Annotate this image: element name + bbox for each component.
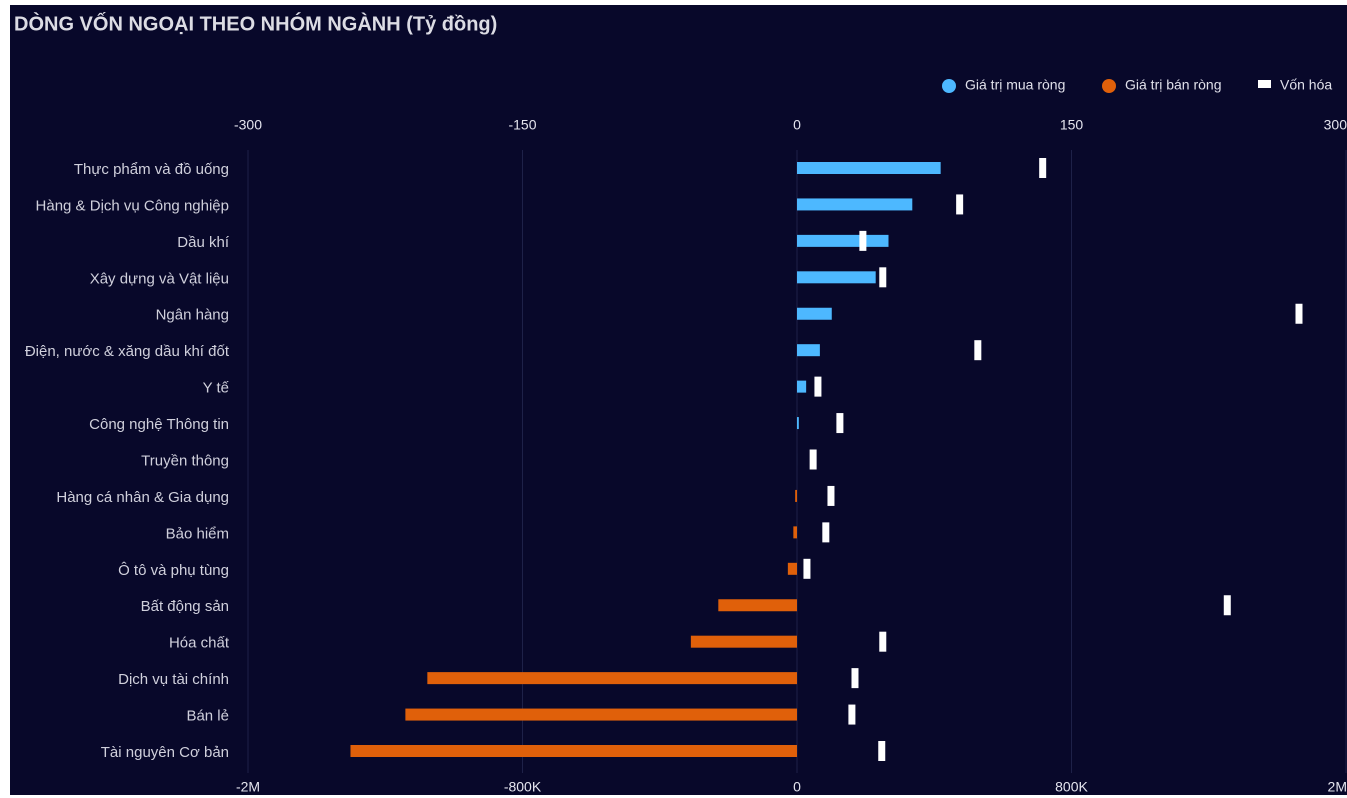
cap-marker <box>851 668 859 689</box>
x-tick-label: -150 <box>508 117 536 133</box>
cap-marker <box>848 704 856 725</box>
category-label: Y tế <box>203 380 230 397</box>
bar <box>427 672 797 685</box>
bar <box>797 234 889 247</box>
cap-marker <box>879 631 887 652</box>
legend-swatch <box>1258 80 1271 88</box>
bar <box>795 489 797 502</box>
legend-label: Giá trị bán ròng <box>1125 77 1222 93</box>
category-label: Truyền thông <box>141 452 229 469</box>
cap-marker <box>836 413 844 434</box>
cap-marker <box>822 522 830 543</box>
category-label: Xây dựng và Vật liệu <box>90 270 229 287</box>
category-label: Công nghệ Thông tin <box>89 416 229 433</box>
bar <box>350 745 797 757</box>
bar <box>718 599 797 612</box>
category-label: Ô tô và phụ tùng <box>118 562 229 579</box>
legend-label: Vốn hóa <box>1280 77 1332 93</box>
background <box>10 5 1347 795</box>
x-tick-label: 0 <box>793 117 801 133</box>
category-label: Bảo hiểm <box>166 525 229 542</box>
cap-marker <box>879 267 887 288</box>
category-label: Bất động sản <box>141 598 229 615</box>
cap-marker <box>803 558 811 579</box>
category-label: Thực phẩm và đồ uống <box>74 161 229 178</box>
category-label: Dịch vụ tài chính <box>118 671 229 688</box>
category-label: Bán lẻ <box>186 708 229 725</box>
x-tick-label: 300 <box>1324 117 1347 133</box>
x2-tick-label: 800K <box>1055 779 1088 795</box>
legend-swatch <box>942 79 956 93</box>
category-label: Ngân hàng <box>156 307 229 324</box>
category-label: Hàng cá nhân & Gia dụng <box>56 489 229 506</box>
x2-tick-label: 2M <box>1328 779 1347 795</box>
bar <box>690 635 797 648</box>
bar <box>797 162 941 174</box>
x2-tick-label: -2M <box>236 779 260 795</box>
bar <box>793 526 797 539</box>
chart-title: DÒNG VỐN NGOẠI THEO NHÓM NGÀNH (Tỷ đồng) <box>14 11 497 35</box>
x-tick-label: -300 <box>234 117 262 133</box>
bar <box>797 344 820 357</box>
category-label: Hàng & Dịch vụ Công nghiệp <box>36 197 229 214</box>
cap-marker <box>974 340 982 361</box>
bar <box>797 198 913 211</box>
legend-swatch <box>1102 79 1116 93</box>
bar <box>797 307 832 320</box>
cap-marker <box>827 485 835 506</box>
x2-tick-label: -800K <box>504 779 542 795</box>
cap-marker <box>859 230 867 251</box>
plot <box>350 158 1303 761</box>
legend-label: Giá trị mua ròng <box>965 77 1065 93</box>
cap-marker <box>1039 158 1047 178</box>
category-label: Dầu khí <box>177 234 230 251</box>
cap-marker <box>1223 595 1231 616</box>
cap-marker <box>809 449 817 470</box>
x2-tick-label: 0 <box>793 779 801 795</box>
bar <box>405 708 797 721</box>
bar <box>787 562 797 575</box>
cap-marker <box>956 194 964 215</box>
cap-marker <box>1295 303 1303 324</box>
category-label: Hóa chất <box>169 635 230 652</box>
bar <box>797 417 799 430</box>
x-tick-label: 150 <box>1060 117 1084 133</box>
category-label: Điện, nước & xăng dầu khí đốt <box>25 343 230 360</box>
cap-marker <box>878 741 886 761</box>
category-label: Tài nguyên Cơ bản <box>101 744 229 761</box>
bar <box>797 271 876 284</box>
cap-marker <box>814 376 822 397</box>
bar <box>797 380 807 393</box>
